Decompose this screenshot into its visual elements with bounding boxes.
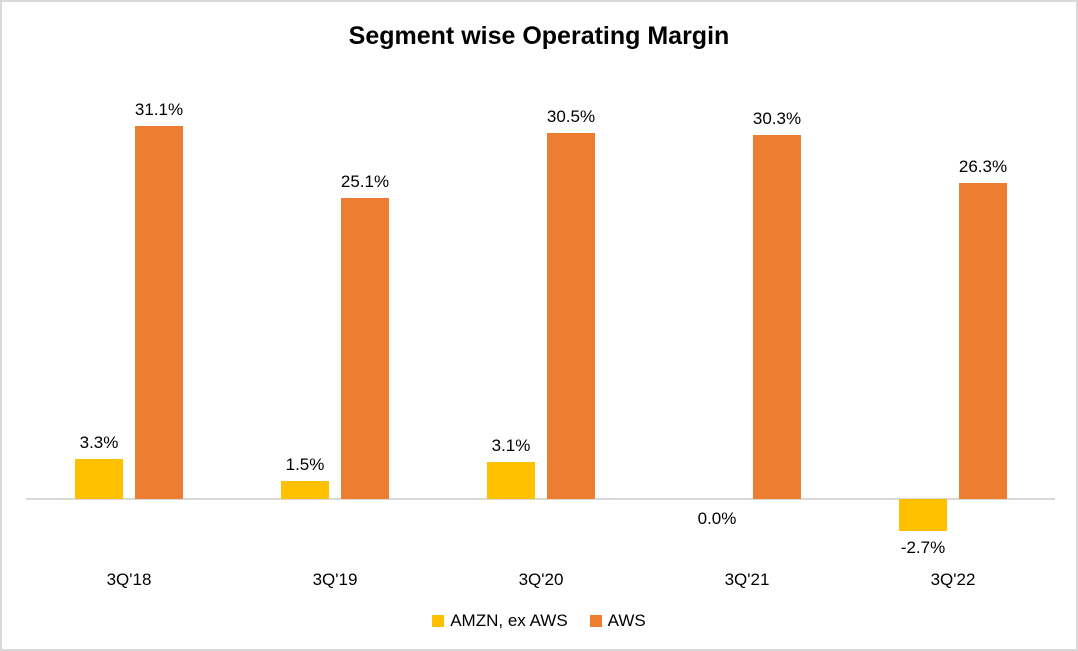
x-axis-label: 3Q'19	[312, 570, 358, 589]
data-label: 3.1%	[491, 436, 531, 455]
data-label: 31.1%	[134, 100, 184, 119]
bar-aws	[341, 198, 389, 499]
x-axis-line	[26, 498, 1055, 500]
bar-aws	[959, 183, 1007, 499]
x-axis-label: 3Q'21	[724, 570, 770, 589]
data-label: 30.5%	[546, 107, 596, 126]
chart-title: Segment wise Operating Margin	[348, 22, 730, 50]
bar-amzn-ex-aws	[899, 499, 947, 531]
legend-swatch-amzn-ex-aws	[432, 615, 445, 627]
legend: AMZN, ex AWS AWS	[2, 611, 1076, 631]
bar-aws	[547, 133, 595, 499]
data-label: 25.1%	[340, 172, 390, 191]
data-label: 26.3%	[958, 157, 1008, 176]
legend-item-amzn-ex-aws: AMZN, ex AWS	[432, 611, 568, 631]
legend-label-aws: AWS	[607, 611, 646, 630]
x-axis-label: 3Q'18	[106, 570, 152, 589]
bar-amzn-ex-aws	[487, 462, 535, 499]
data-label: 0.0%	[697, 509, 737, 528]
bar-aws	[135, 126, 183, 499]
bar-aws	[753, 135, 801, 499]
bar-amzn-ex-aws	[75, 459, 123, 499]
bar-amzn-ex-aws	[281, 481, 329, 499]
x-axis-label: 3Q'22	[930, 570, 976, 589]
legend-label-amzn-ex-aws: AMZN, ex AWS	[450, 611, 568, 630]
data-label: 30.3%	[752, 109, 802, 128]
x-axis-label: 3Q'20	[518, 570, 564, 589]
legend-swatch-aws	[589, 615, 602, 627]
legend-item-aws: AWS	[589, 611, 646, 631]
data-label: -2.7%	[900, 538, 946, 557]
data-label: 3.3%	[79, 433, 119, 452]
data-label: 1.5%	[285, 455, 325, 474]
